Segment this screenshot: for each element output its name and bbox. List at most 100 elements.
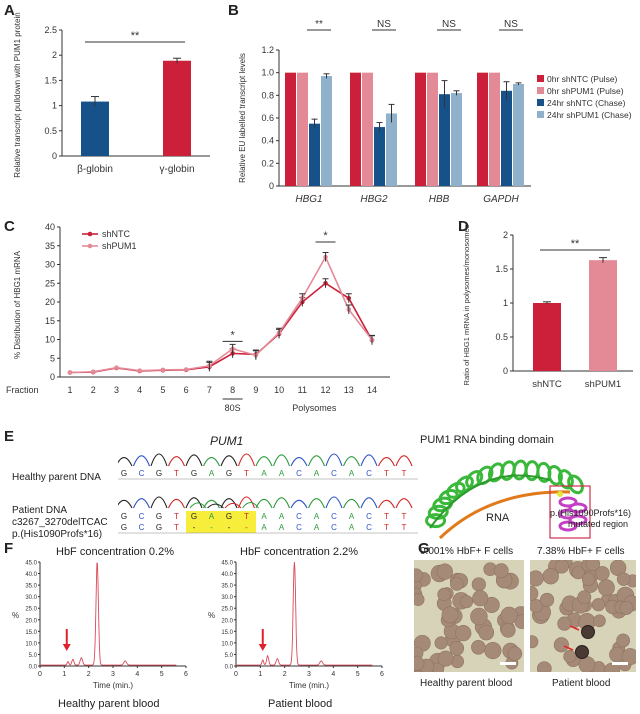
mutated-region-label-1: p.(His1090Profs*16) (550, 508, 632, 518)
scale-bar (500, 662, 516, 665)
chromatogram-peak (290, 457, 308, 467)
series-line-0 (69, 282, 373, 374)
legend-label-3: 24hr shPUM1 (Chase) (547, 110, 632, 120)
red-blood-cell (484, 641, 502, 660)
hplc-trace (40, 562, 177, 666)
bar-HBB-2 (439, 94, 450, 186)
chromatogram-peak (395, 498, 413, 509)
chromatogram-peak (378, 457, 395, 467)
red-blood-cell (597, 579, 615, 597)
x-axis-label: Time (min.) (93, 681, 133, 690)
red-blood-cell (585, 560, 601, 572)
protein-structure (425, 459, 591, 540)
x-tick-label: 1 (258, 671, 262, 678)
base-letter: A (279, 469, 285, 478)
bar-1 (589, 260, 617, 371)
y-tick-label: 40.0 (25, 572, 37, 578)
red-blood-cell (616, 572, 631, 586)
red-blood-cell (571, 566, 585, 580)
y-tick-label: 1.2 (261, 45, 274, 55)
hf-arrow-head (62, 644, 71, 651)
base-letter: - (210, 523, 213, 532)
chromatogram-peak (360, 497, 378, 509)
y-tick-label: 45.0 (25, 561, 37, 567)
chromatogram-peak (272, 497, 291, 509)
base-letter: G (191, 512, 197, 521)
red-blood-cell (591, 598, 606, 612)
bar-HBB-1 (427, 72, 438, 186)
base-letter: A (314, 512, 320, 521)
chromatogram-peak (360, 454, 378, 467)
series-point-1 (90, 369, 96, 375)
y-tick-label: 5 (50, 353, 55, 363)
x-tick-label: 9 (253, 385, 258, 395)
base-letter: T (174, 523, 179, 532)
y-tick-label: 20 (45, 297, 55, 307)
bar-GAPDH-2 (501, 90, 512, 186)
y-tick-label: 5.0 (29, 653, 38, 659)
y-tick-label: 1 (52, 101, 57, 111)
red-blood-cell (441, 606, 459, 624)
base-letter: A (261, 469, 267, 478)
red-blood-cell (414, 568, 423, 583)
red-blood-cell (542, 568, 559, 585)
y-tick-label: 0.0 (225, 665, 234, 671)
base-letter: C (139, 469, 145, 478)
chromatogram-peak (325, 453, 343, 467)
x-tick-label: 2 (87, 671, 91, 678)
red-blood-cell (470, 607, 488, 626)
red-blood-cell (434, 636, 448, 650)
legend-marker-0 (87, 231, 93, 237)
red-blood-cell (507, 646, 523, 661)
x-tick-label: 5 (160, 385, 165, 395)
chromatogram-peak (307, 455, 326, 467)
base-letter: T (244, 469, 249, 478)
g-left-caption: Healthy parent blood (420, 678, 513, 689)
chromatogram-peak (237, 496, 256, 509)
sanger-chromatograms: G C G T G A G T A A C A C A C T TG C G T G A G T A A C A C A C T TG C G T - -… (118, 453, 418, 534)
base-letter: C (296, 469, 302, 478)
y-tick-label: 0.8 (261, 90, 274, 100)
base-letter: G (121, 512, 127, 521)
base-letter: G (121, 469, 127, 478)
y-tick-label: 20.0 (25, 618, 37, 624)
base-letter: A (349, 523, 355, 532)
base-letter: A (279, 523, 285, 532)
y-tick-label: 35 (45, 241, 55, 251)
chart-d: 0 0.5 1 1.5 2 Ratio of HBG1 mRNA in polysomes… (462, 224, 633, 390)
bar-HBG1-0 (285, 72, 296, 186)
series-point-1 (183, 367, 189, 372)
red-blood-cell (414, 655, 425, 671)
y-axis-label: % (208, 611, 215, 620)
base-letter: G (226, 512, 232, 521)
legend-swatch-2 (537, 99, 544, 106)
legend-label-0: 0hr shNTC (Pulse) (547, 74, 618, 84)
scale-bar (612, 662, 628, 665)
x-tick-label: 1 (62, 671, 66, 678)
base-letter: T (402, 523, 407, 532)
rna-label: RNA (486, 512, 510, 524)
y-axis-label: % (12, 611, 19, 620)
red-blood-cell (593, 614, 606, 628)
x-tick-label: shPUM1 (585, 379, 621, 390)
bar-HBG1-1 (297, 72, 308, 186)
x-tick-label: 14 (367, 385, 377, 395)
base-letter: T (384, 512, 389, 521)
chart-f1: 0.0 5.0 10.0 15.0 20.0 25.0 30.0 35.0 40.0 45.0 0 1… (12, 561, 188, 691)
red-blood-cell (577, 590, 592, 605)
red-blood-cell (563, 649, 577, 663)
helix (567, 474, 584, 495)
base-letter: T (174, 512, 179, 521)
bar-HBG2-2 (374, 127, 385, 186)
y-tick-label: 5.0 (225, 653, 234, 659)
legend-label-2: 24hr shNTC (Chase) (547, 98, 626, 108)
helix (425, 513, 447, 529)
red-blood-cell (436, 563, 453, 580)
y-tick-label: 30 (45, 260, 55, 270)
bar-GAPDH-0 (477, 72, 488, 186)
bar-HBG1-2 (309, 123, 320, 186)
red-blood-cell (449, 641, 465, 656)
f2-caption: Patient blood (268, 698, 333, 710)
base-letter: T (402, 469, 407, 478)
red-blood-cell (581, 572, 596, 586)
